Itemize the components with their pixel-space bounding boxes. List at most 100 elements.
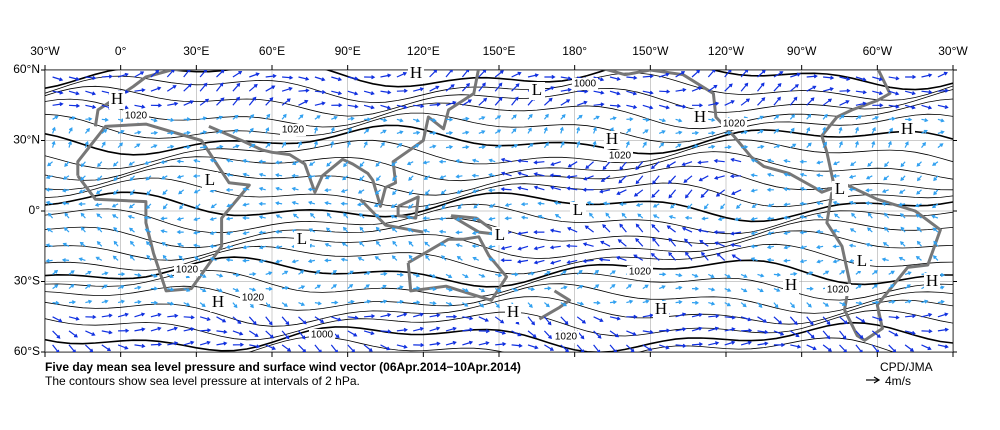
wind-vector — [593, 115, 600, 120]
wind-vector — [258, 172, 266, 177]
title: Five day mean sea level pressure and sur… — [45, 360, 521, 374]
contour-label: 1020 — [282, 125, 305, 136]
wind-vector — [724, 315, 736, 320]
wind-vector — [619, 202, 627, 207]
wind-vector — [740, 98, 751, 106]
wind-vector — [248, 127, 254, 134]
wind-vector — [178, 189, 185, 195]
wind-vector — [52, 102, 64, 107]
wind-vector — [635, 175, 644, 185]
wind-vector — [766, 244, 775, 250]
wind-vector — [790, 72, 801, 78]
wind-vector — [249, 344, 261, 349]
wind-vector — [799, 201, 807, 206]
wind-vector — [560, 76, 572, 81]
wind-vector — [773, 288, 781, 292]
wind-vector — [375, 189, 381, 195]
wind-vector — [773, 96, 781, 106]
wind-vector — [225, 158, 234, 163]
wind-vector — [741, 145, 749, 150]
wind-vector — [61, 201, 70, 206]
wind-vector — [200, 328, 212, 333]
isobar — [45, 151, 953, 182]
wind-vector — [324, 243, 332, 247]
wind-vector — [248, 143, 256, 149]
wind-vector — [932, 255, 939, 261]
contour-label-bg — [627, 266, 653, 278]
wind-vector — [347, 270, 354, 275]
wind-vector — [921, 299, 929, 304]
wind-vector — [330, 140, 335, 148]
coastline — [208, 70, 480, 208]
wind-vector — [533, 185, 545, 191]
wind-vector — [113, 240, 119, 247]
wind-vector — [823, 75, 835, 80]
wind-vector — [412, 144, 420, 149]
wind-vector — [560, 87, 572, 92]
wind-vector — [806, 344, 817, 351]
wind-vector — [806, 330, 815, 339]
wind-vector — [921, 129, 928, 134]
isobar — [45, 296, 953, 327]
wind-vector — [833, 213, 840, 219]
wind-vector — [757, 129, 764, 134]
wind-vector — [757, 144, 765, 149]
wind-vector — [85, 90, 97, 96]
wind-vector — [576, 126, 581, 134]
wind-vector — [806, 97, 815, 106]
wind-vector — [216, 70, 225, 78]
wind-vector — [310, 212, 316, 219]
wind-vector — [900, 226, 906, 233]
wind-vector — [117, 72, 129, 78]
wind-vector — [216, 288, 223, 293]
wind-vector — [740, 130, 749, 135]
wind-vector — [600, 240, 611, 247]
wind-vector — [307, 200, 316, 205]
wind-vector — [659, 104, 670, 110]
wind-vector — [265, 302, 271, 308]
wind-vector — [773, 272, 782, 277]
wind-vector — [423, 175, 430, 180]
wind-vector — [380, 344, 391, 351]
wind-vector — [921, 104, 933, 110]
wind-vector — [806, 113, 812, 120]
wind-vector — [708, 287, 716, 292]
wind-vector — [445, 314, 458, 319]
pressure-center: H — [111, 89, 123, 108]
wind-vector — [199, 98, 210, 106]
wind-vector — [347, 104, 359, 109]
wind-vector — [330, 269, 337, 275]
wind-vector — [347, 344, 356, 352]
wind-vector — [413, 104, 425, 109]
wind-vector — [80, 212, 86, 219]
wind-vector — [735, 203, 742, 209]
wind-vector — [424, 241, 430, 247]
wind-vector — [560, 114, 566, 120]
wind-vector — [118, 272, 126, 277]
wind-vector — [176, 159, 184, 164]
wind-vector — [380, 129, 387, 134]
wind-vector — [937, 299, 945, 304]
wind-vector — [567, 227, 578, 233]
wind-vector — [340, 189, 348, 193]
wind-vector — [609, 90, 621, 96]
wind-vector — [275, 259, 283, 264]
pressure-center: H — [694, 107, 706, 126]
wind-vector — [543, 126, 548, 134]
wind-vector — [380, 141, 385, 148]
wind-vector — [146, 189, 152, 196]
wind-vector — [396, 130, 404, 135]
wind-vector — [298, 344, 307, 352]
wind-vector — [783, 245, 791, 250]
wind-vector — [701, 216, 709, 221]
wind-vector — [134, 300, 142, 305]
pressure-center: H — [926, 271, 938, 290]
wind-vector — [425, 203, 431, 210]
wind-vector — [520, 215, 529, 220]
wind-vector — [619, 223, 627, 233]
wind-vector — [937, 130, 945, 135]
wind-vector — [544, 74, 556, 80]
wind-vector — [626, 314, 638, 319]
wind-vector — [937, 104, 949, 109]
wind-vector — [462, 327, 474, 332]
